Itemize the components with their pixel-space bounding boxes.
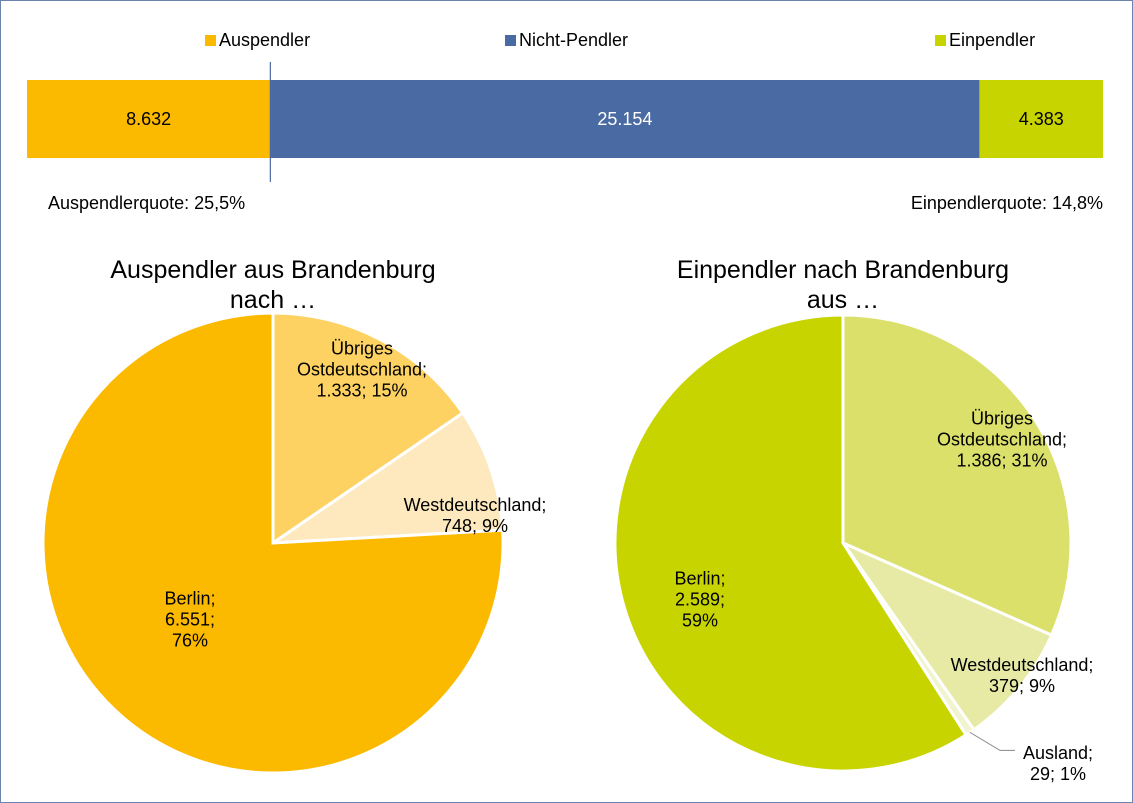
value-label: 4.383 xyxy=(1019,109,1064,129)
legend-item: Nicht-Pendler xyxy=(505,30,628,51)
bar-segment xyxy=(270,80,980,158)
legend-swatch xyxy=(935,35,946,46)
bar-segment xyxy=(979,80,1103,158)
legend-swatch xyxy=(505,35,516,46)
annotation: Auspendlerquote: 25,5% xyxy=(48,193,246,213)
legend-swatch xyxy=(205,35,216,46)
legend-label: Auspendler xyxy=(219,30,311,50)
data-label: Berlin; 2.589; 59% xyxy=(674,568,726,631)
data-label: Westdeutschland; 748; 9% xyxy=(403,495,547,536)
value-label: 8.632 xyxy=(126,109,171,129)
legend-item: Auspendler xyxy=(205,30,310,51)
legend-label: Nicht-Pendler xyxy=(519,30,629,50)
leader-line xyxy=(969,731,1015,751)
pie-title: Auspendler aus Brandenburg nach … xyxy=(110,256,436,314)
pie-slice xyxy=(271,311,465,546)
bar-segment xyxy=(27,80,271,158)
pie-slice xyxy=(838,539,1054,732)
legend-item: Einpendler xyxy=(935,30,1035,51)
data-label: Berlin; 6.551; 76% xyxy=(164,588,216,651)
pie-slice xyxy=(613,313,969,773)
legend-label: Einpendler xyxy=(949,30,1036,50)
pie-slice xyxy=(841,313,1073,638)
data-label: Übriges Ostdeutschland; 1.386; 31% xyxy=(936,408,1068,471)
pie-title: Einpendler nach Brandenburg aus … xyxy=(676,256,1010,314)
data-label: Ausland; 29; 1% xyxy=(1022,743,1094,784)
pie-slice xyxy=(267,410,505,545)
data-label: Übriges Ostdeutschland; 1.333; 15% xyxy=(296,338,428,401)
pie-slice xyxy=(41,311,505,775)
value-label: 25.154 xyxy=(597,109,652,129)
annotation: Einpendlerquote: 14,8% xyxy=(910,193,1103,213)
data-label: Westdeutschland; 379; 9% xyxy=(950,655,1094,696)
